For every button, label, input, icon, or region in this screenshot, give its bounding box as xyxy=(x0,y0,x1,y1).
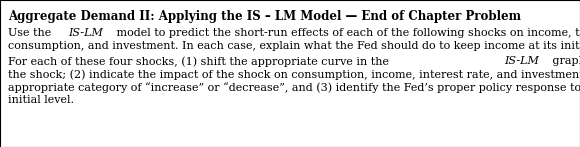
Text: Use the: Use the xyxy=(8,28,55,38)
Text: For each of these four shocks, (1) shift the appropriate curve in the: For each of these four shocks, (1) shift… xyxy=(8,56,393,67)
Text: appropriate category of “increase” or “decrease”, and (3) identify the Fed’s pro: appropriate category of “increase” or “d… xyxy=(8,82,580,93)
Text: consumption, and investment. In each case, explain what the Fed should do to kee: consumption, and investment. In each cas… xyxy=(8,41,580,51)
Text: model to predict the short-run effects of each of the following shocks on income: model to predict the short-run effects o… xyxy=(113,28,580,38)
Text: initial level.: initial level. xyxy=(8,95,74,105)
Text: graph to reflect how the economy will respond to: graph to reflect how the economy will re… xyxy=(549,56,580,66)
Text: Aggregate Demand II: Applying the IS – LM Model — End of Chapter Problem: Aggregate Demand II: Applying the IS – L… xyxy=(8,10,521,23)
Text: IS-LM: IS-LM xyxy=(68,28,103,38)
Text: IS-LM: IS-LM xyxy=(504,56,539,66)
Text: the shock; (2) indicate the impact of the shock on consumption, income, interest: the shock; (2) indicate the impact of th… xyxy=(8,69,580,80)
